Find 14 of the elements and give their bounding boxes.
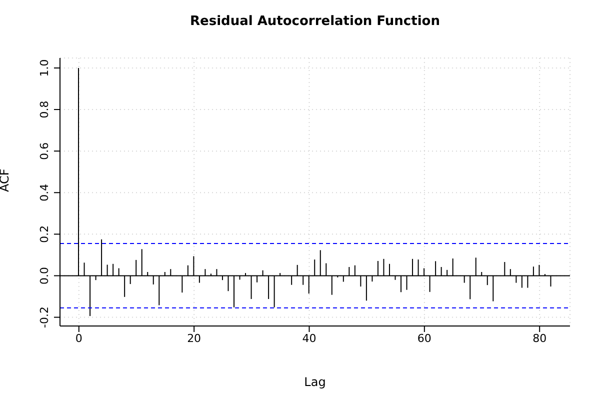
x-tick-label: 60 <box>417 332 432 345</box>
x-tick-label: 0 <box>75 332 82 345</box>
y-tick-label: 0.6 <box>38 142 51 160</box>
y-tick-label: -0.2 <box>38 306 51 328</box>
chart-title: Residual Autocorrelation Function <box>189 14 441 29</box>
y-tick-label: 0.0 <box>38 266 51 284</box>
x-tick-label: 80 <box>532 332 547 345</box>
y-tick-label: 0.2 <box>38 225 51 243</box>
x-tick-label: 40 <box>302 332 316 345</box>
x-tick-label: 20 <box>187 332 202 345</box>
y-tick-label: 0.8 <box>38 100 51 118</box>
y-tick-label: 0.4 <box>38 184 51 202</box>
y-tick-label: 1.0 <box>38 59 51 77</box>
x-axis-title: Lag <box>304 375 326 389</box>
